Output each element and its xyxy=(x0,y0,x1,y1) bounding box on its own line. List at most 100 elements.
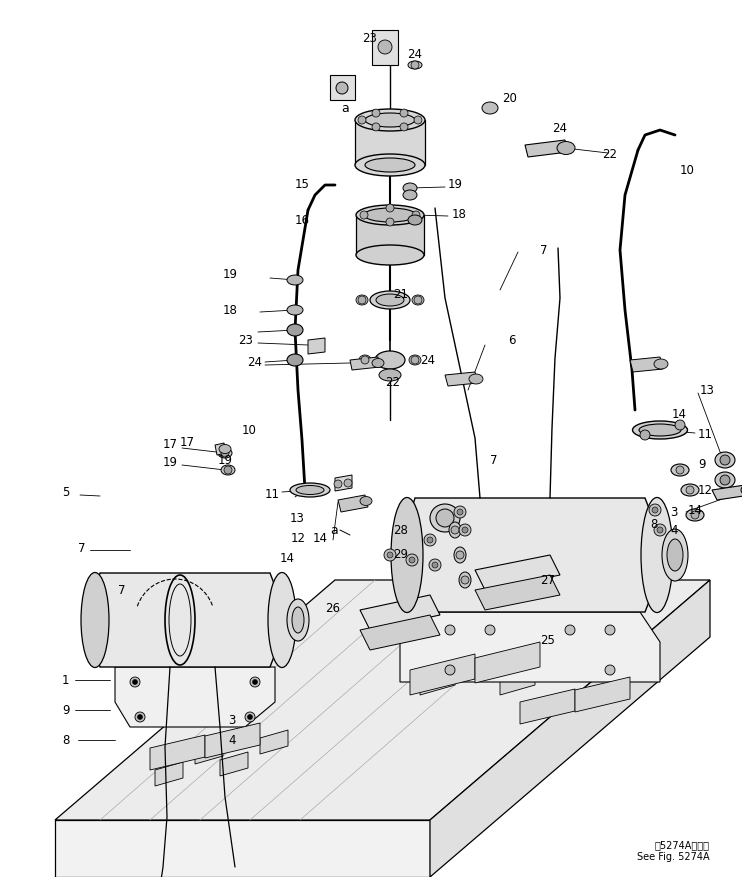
Circle shape xyxy=(400,109,408,117)
Ellipse shape xyxy=(715,472,735,488)
Polygon shape xyxy=(260,730,288,754)
Circle shape xyxy=(409,557,415,563)
Polygon shape xyxy=(215,443,226,455)
Circle shape xyxy=(224,466,232,474)
Ellipse shape xyxy=(469,374,483,384)
Circle shape xyxy=(372,123,380,131)
Ellipse shape xyxy=(436,509,454,527)
Text: 20: 20 xyxy=(502,91,517,104)
Text: 26: 26 xyxy=(325,602,340,615)
Text: 18: 18 xyxy=(223,303,238,317)
Ellipse shape xyxy=(482,102,498,114)
Circle shape xyxy=(386,204,394,212)
Ellipse shape xyxy=(671,464,689,476)
Text: 9: 9 xyxy=(698,459,706,472)
Circle shape xyxy=(378,40,392,54)
Circle shape xyxy=(372,109,380,117)
Text: 9: 9 xyxy=(62,703,70,717)
Text: a: a xyxy=(341,102,349,115)
Text: 23: 23 xyxy=(238,333,253,346)
Circle shape xyxy=(137,715,142,719)
Ellipse shape xyxy=(454,547,466,563)
Ellipse shape xyxy=(360,496,372,505)
Circle shape xyxy=(358,116,366,124)
Ellipse shape xyxy=(287,324,303,336)
Polygon shape xyxy=(115,667,275,727)
Text: 24: 24 xyxy=(420,353,435,367)
Text: 28: 28 xyxy=(393,524,408,537)
Text: 14: 14 xyxy=(672,409,687,422)
Text: 14: 14 xyxy=(280,552,295,565)
Text: 11: 11 xyxy=(698,429,713,441)
Polygon shape xyxy=(356,215,424,255)
Circle shape xyxy=(414,296,422,304)
Text: 10: 10 xyxy=(680,163,695,176)
Circle shape xyxy=(720,455,730,465)
Text: 24: 24 xyxy=(553,122,568,134)
Ellipse shape xyxy=(639,424,681,436)
Text: 1: 1 xyxy=(62,674,70,687)
Text: 12: 12 xyxy=(698,483,713,496)
Text: 5: 5 xyxy=(62,487,69,500)
Circle shape xyxy=(691,511,699,519)
Circle shape xyxy=(605,625,615,635)
Ellipse shape xyxy=(290,483,330,497)
Ellipse shape xyxy=(370,291,410,309)
Polygon shape xyxy=(540,643,575,673)
Text: 4: 4 xyxy=(228,733,235,746)
Polygon shape xyxy=(338,495,368,512)
Circle shape xyxy=(654,524,666,536)
Circle shape xyxy=(252,680,257,685)
Text: 16: 16 xyxy=(295,213,310,226)
Text: 21: 21 xyxy=(393,289,408,302)
Polygon shape xyxy=(55,820,430,877)
Text: 24: 24 xyxy=(407,48,422,61)
Text: 23: 23 xyxy=(363,32,378,45)
Circle shape xyxy=(657,527,663,533)
Ellipse shape xyxy=(430,504,460,532)
Circle shape xyxy=(344,479,352,487)
Circle shape xyxy=(133,680,137,685)
Circle shape xyxy=(429,559,441,571)
Ellipse shape xyxy=(391,497,423,612)
Circle shape xyxy=(411,61,419,69)
Ellipse shape xyxy=(219,445,231,453)
Text: 4: 4 xyxy=(670,524,677,537)
Polygon shape xyxy=(330,75,355,100)
Circle shape xyxy=(336,82,348,94)
Polygon shape xyxy=(630,357,663,372)
Circle shape xyxy=(676,466,684,474)
Polygon shape xyxy=(445,372,478,386)
Ellipse shape xyxy=(662,529,688,581)
Circle shape xyxy=(485,625,495,635)
Ellipse shape xyxy=(741,485,742,495)
Polygon shape xyxy=(372,30,398,65)
Polygon shape xyxy=(220,752,248,776)
Circle shape xyxy=(334,480,342,488)
Polygon shape xyxy=(155,762,183,786)
Circle shape xyxy=(412,211,420,219)
Text: 12: 12 xyxy=(291,531,306,545)
Circle shape xyxy=(358,296,366,304)
Text: 11: 11 xyxy=(265,488,280,502)
Polygon shape xyxy=(360,615,440,650)
Ellipse shape xyxy=(409,355,421,365)
Text: 19: 19 xyxy=(448,179,463,191)
Circle shape xyxy=(432,562,438,568)
Polygon shape xyxy=(335,475,352,491)
Circle shape xyxy=(130,677,140,687)
Circle shape xyxy=(248,715,252,719)
Text: 7: 7 xyxy=(540,244,548,256)
Ellipse shape xyxy=(408,61,422,69)
Text: 22: 22 xyxy=(603,148,617,161)
Text: 13: 13 xyxy=(290,511,305,524)
Ellipse shape xyxy=(365,113,415,127)
Polygon shape xyxy=(355,120,425,165)
Ellipse shape xyxy=(218,448,232,458)
Ellipse shape xyxy=(359,355,371,365)
Polygon shape xyxy=(420,665,455,695)
Ellipse shape xyxy=(364,208,416,222)
Ellipse shape xyxy=(287,305,303,315)
Text: 25: 25 xyxy=(540,633,555,646)
Circle shape xyxy=(686,486,694,494)
